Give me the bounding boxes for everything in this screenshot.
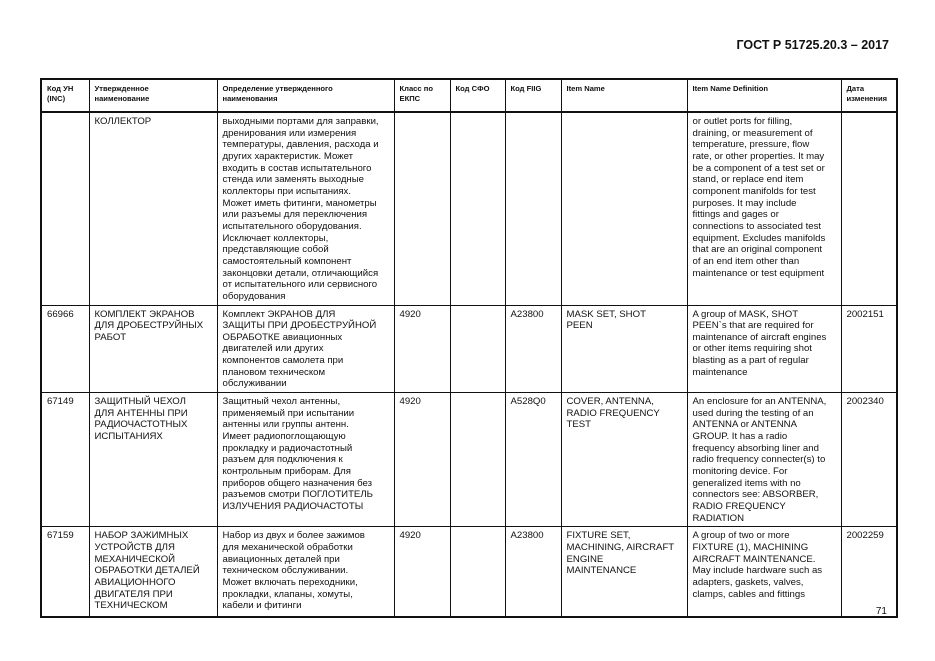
cell-date [840,111,898,306]
header-change-date: Дата изменения [840,78,898,113]
header-sfo-code: Код СФО [449,78,506,113]
header-item-definition: Item Name Definition [686,78,842,113]
cell-sfo [449,526,506,618]
header-fiig-code: Код FIIG [504,78,562,113]
cell-ekps [393,111,451,306]
cell-sfo [449,304,506,394]
cell-date: 2002340 [840,392,898,528]
cell-ekps: 4920 [393,304,451,394]
header-ekps-class: Класс по ЕКПС [393,78,451,113]
cell-name-ru: НАБОР ЗАЖИМНЫХ УСТРОЙСТВ ДЛЯ МЕХАНИЧЕСКО… [88,526,218,618]
cell-definition-ru: выходными портами для заправки, дрениров… [216,111,395,306]
page-number: 71 [875,606,887,617]
cell-item-name [560,111,688,306]
cell-definition-ru: Защитный чехол антенны, применяемый при … [216,392,395,528]
cell-inc: 67159 [40,526,90,618]
cell-sfo [449,111,506,306]
header-approved-definition: Определение утвержденного наименования [216,78,395,113]
document-title: ГОСТ Р 51725.20.3 – 2017 [736,38,889,52]
table-row: 67149 ЗАЩИТНЫЙ ЧЕХОЛ ДЛЯ АНТЕННЫ ПРИ РАД… [40,392,898,528]
cell-inc: 66966 [40,304,90,394]
table-header-row: Код УН (INC) Утвержденное наименование О… [40,78,898,113]
header-inc: Код УН (INC) [40,78,90,113]
cell-date: 2002151 [840,304,898,394]
cell-item-definition: A group of MASK, SHOT PEEN`s that are re… [686,304,842,394]
cell-name-ru: КОЛЛЕКТОР [88,111,218,306]
header-approved-name: Утвержденное наименование [88,78,218,113]
cell-ekps: 4920 [393,526,451,618]
cell-inc [40,111,90,306]
cell-sfo [449,392,506,528]
cell-fiig: A23800 [504,526,562,618]
cell-item-definition: An enclosure for an ANTENNA, used during… [686,392,842,528]
cell-ekps: 4920 [393,392,451,528]
cell-fiig [504,111,562,306]
table-row: 67159 НАБОР ЗАЖИМНЫХ УСТРОЙСТВ ДЛЯ МЕХАН… [40,526,898,618]
cell-fiig: A528Q0 [504,392,562,528]
cell-inc: 67149 [40,392,90,528]
cell-name-ru: ЗАЩИТНЫЙ ЧЕХОЛ ДЛЯ АНТЕННЫ ПРИ РАДИОЧАСТ… [88,392,218,528]
cell-item-name: MASK SET, SHOT PEEN [560,304,688,394]
cell-item-name: FIXTURE SET, MACHINING, AIRCRAFT ENGINE … [560,526,688,618]
cell-name-ru: КОМПЛЕКТ ЭКРАНОВ ДЛЯ ДРОБЕСТРУЙНЫХ РАБОТ [88,304,218,394]
cell-item-definition: or outlet ports for filling, draining, o… [686,111,842,306]
cell-definition-ru: Набор из двух и более зажимов для механи… [216,526,395,618]
table-row: КОЛЛЕКТОР выходными портами для заправки… [40,111,898,306]
cell-item-name: COVER, ANTENNA, RADIO FREQUENCY TEST [560,392,688,528]
cell-item-definition: A group of two or more FIXTURE (1), MACH… [686,526,842,618]
table-row: 66966 КОМПЛЕКТ ЭКРАНОВ ДЛЯ ДРОБЕСТРУЙНЫХ… [40,304,898,394]
cell-date: 2002259 [840,526,898,618]
cell-definition-ru: Комплект ЭКРАНОВ ДЛЯ ЗАЩИТЫ ПРИ ДРОБЕСТР… [216,304,395,394]
nomenclature-table: Код УН (INC) Утвержденное наименование О… [40,78,898,618]
header-item-name: Item Name [560,78,688,113]
cell-fiig: A23800 [504,304,562,394]
